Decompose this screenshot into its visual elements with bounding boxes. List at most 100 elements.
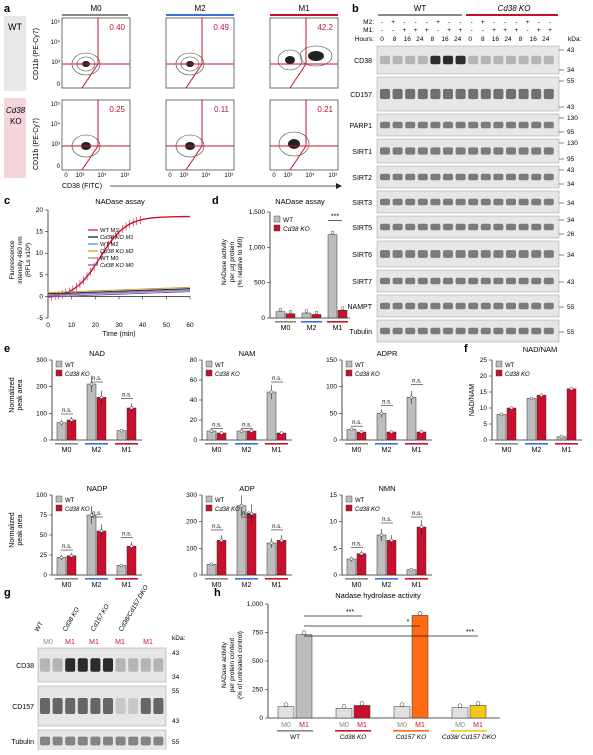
c-xtick-label: 0: [46, 322, 50, 329]
h-point: [359, 701, 365, 706]
b-m2-sign: -: [426, 19, 428, 26]
band: [405, 173, 416, 181]
f-ytick-label: 0: [483, 437, 487, 444]
e-adp-group-bar: [265, 578, 288, 580]
b-m2-sign: +: [481, 19, 485, 26]
arrow-head-icon: [336, 183, 342, 189]
e-nadp-legend-swatch: [55, 504, 63, 512]
band: [65, 698, 76, 714]
band: [455, 121, 466, 129]
h-group-label: Cd157 KO: [396, 734, 426, 741]
e-nadp-point: [99, 529, 104, 533]
band: [430, 88, 441, 100]
e-nam-sig: n.s.: [212, 422, 222, 428]
h-bar: [335, 708, 353, 719]
band: [531, 327, 542, 335]
band: [518, 173, 529, 181]
b-row-hours: Hours:: [355, 36, 374, 43]
e-nmn-point: [349, 557, 354, 561]
band: [417, 198, 428, 206]
b-blot-label: SIRT2: [352, 175, 372, 182]
e-nmn-legend-ko: Cd38 KO: [355, 507, 380, 513]
band: [480, 277, 491, 285]
b-kda-value: 130: [567, 115, 578, 122]
h-group-label: WT: [290, 734, 300, 741]
band: [115, 736, 126, 746]
band: [380, 147, 390, 155]
b-blot-sirt5: [376, 215, 560, 239]
h-point: [283, 702, 289, 707]
band: [153, 658, 164, 672]
e-nad-sig: n.s.: [92, 376, 102, 382]
g-blot-stack: WT Cd38 KO Cd157 KO Cd38/Cd157 DKO M0 M1 M1 M1 M…: [11, 584, 186, 753]
band: [480, 250, 491, 258]
e-nam-ytick-label: 80: [190, 357, 198, 364]
c-legend-item: WT M0: [100, 256, 119, 262]
e-nam-title: NAM: [239, 349, 256, 358]
band: [417, 173, 428, 181]
m0-bar: [62, 14, 128, 16]
band: [543, 198, 554, 206]
e-nam-group-bar: [235, 443, 258, 445]
ko-row-label-1: Cd38: [6, 106, 26, 115]
g-header-label: WT: [34, 621, 45, 633]
e-nmn-legend-swatch: [345, 495, 353, 503]
band: [405, 198, 416, 206]
band: [455, 198, 466, 206]
b-blot-label: SIRT5: [352, 225, 372, 232]
h-sig: ***: [466, 629, 474, 636]
band: [468, 327, 479, 335]
f-group-bar: [495, 443, 518, 445]
e-nmn-point: [389, 538, 394, 543]
b-ko-bar: [466, 14, 558, 16]
f-ytick-label: 5: [483, 421, 487, 428]
band: [417, 277, 428, 285]
band: [430, 198, 441, 206]
band: [493, 223, 504, 231]
e-adp-sig: n.s.: [212, 524, 222, 530]
band: [543, 327, 554, 335]
b-blot-sirt2: [376, 165, 560, 189]
flow-ylabel-bottom: CD11b (PE-Cy7): [33, 118, 40, 170]
percent-ko-m0: 0.25: [109, 105, 125, 114]
f-point: [529, 396, 534, 401]
e-nmn-ytick-label: 10: [330, 519, 338, 526]
b-m1-sign: -: [471, 27, 473, 34]
e-nadp-point: [69, 554, 74, 558]
band: [392, 55, 403, 65]
d-point: [340, 306, 345, 310]
c-ylabel-2: intensity 460 nm: [17, 236, 24, 283]
c-xtick-label: 10: [68, 322, 76, 329]
band: [65, 736, 76, 746]
e-adpr-point: [359, 430, 364, 434]
svg-text:10⁵: 10⁵: [328, 172, 338, 179]
band: [493, 277, 504, 285]
band: [417, 223, 428, 231]
e-nad-legend-swatch: [55, 360, 63, 368]
band: [430, 147, 441, 155]
e-adpr-legend-ko: Cd38 KO: [355, 372, 380, 378]
e-adp-point: [239, 503, 244, 508]
e-nadp-point: [89, 513, 94, 517]
h-bar: [277, 706, 295, 719]
e-adp-legend-swatch: [205, 504, 213, 512]
h-sig: *: [407, 619, 410, 626]
e-nmn-title: NMN: [378, 484, 395, 493]
c-ytick-label: 10: [36, 250, 44, 257]
band: [392, 147, 403, 155]
e-nam-point: [279, 431, 284, 435]
e-nmn-sig: n.s.: [382, 517, 392, 523]
h-bar: [295, 634, 313, 719]
e-adpr-group-label: M2: [382, 447, 392, 454]
c-series-flat: [47, 291, 191, 298]
e-nmn-ytick-label: 15: [330, 492, 338, 499]
e-nad-group-bar: [55, 443, 78, 445]
e-nad-point: [69, 418, 74, 422]
svg-text:0: 0: [57, 82, 61, 88]
e-nam-group-bar: [205, 443, 228, 445]
band: [443, 250, 453, 258]
band: [518, 121, 529, 129]
flow-ylabel-top: CD11b (PE-Cy7): [33, 28, 40, 80]
h-ylabel-2: per protein content: [229, 638, 236, 692]
band: [506, 55, 516, 65]
